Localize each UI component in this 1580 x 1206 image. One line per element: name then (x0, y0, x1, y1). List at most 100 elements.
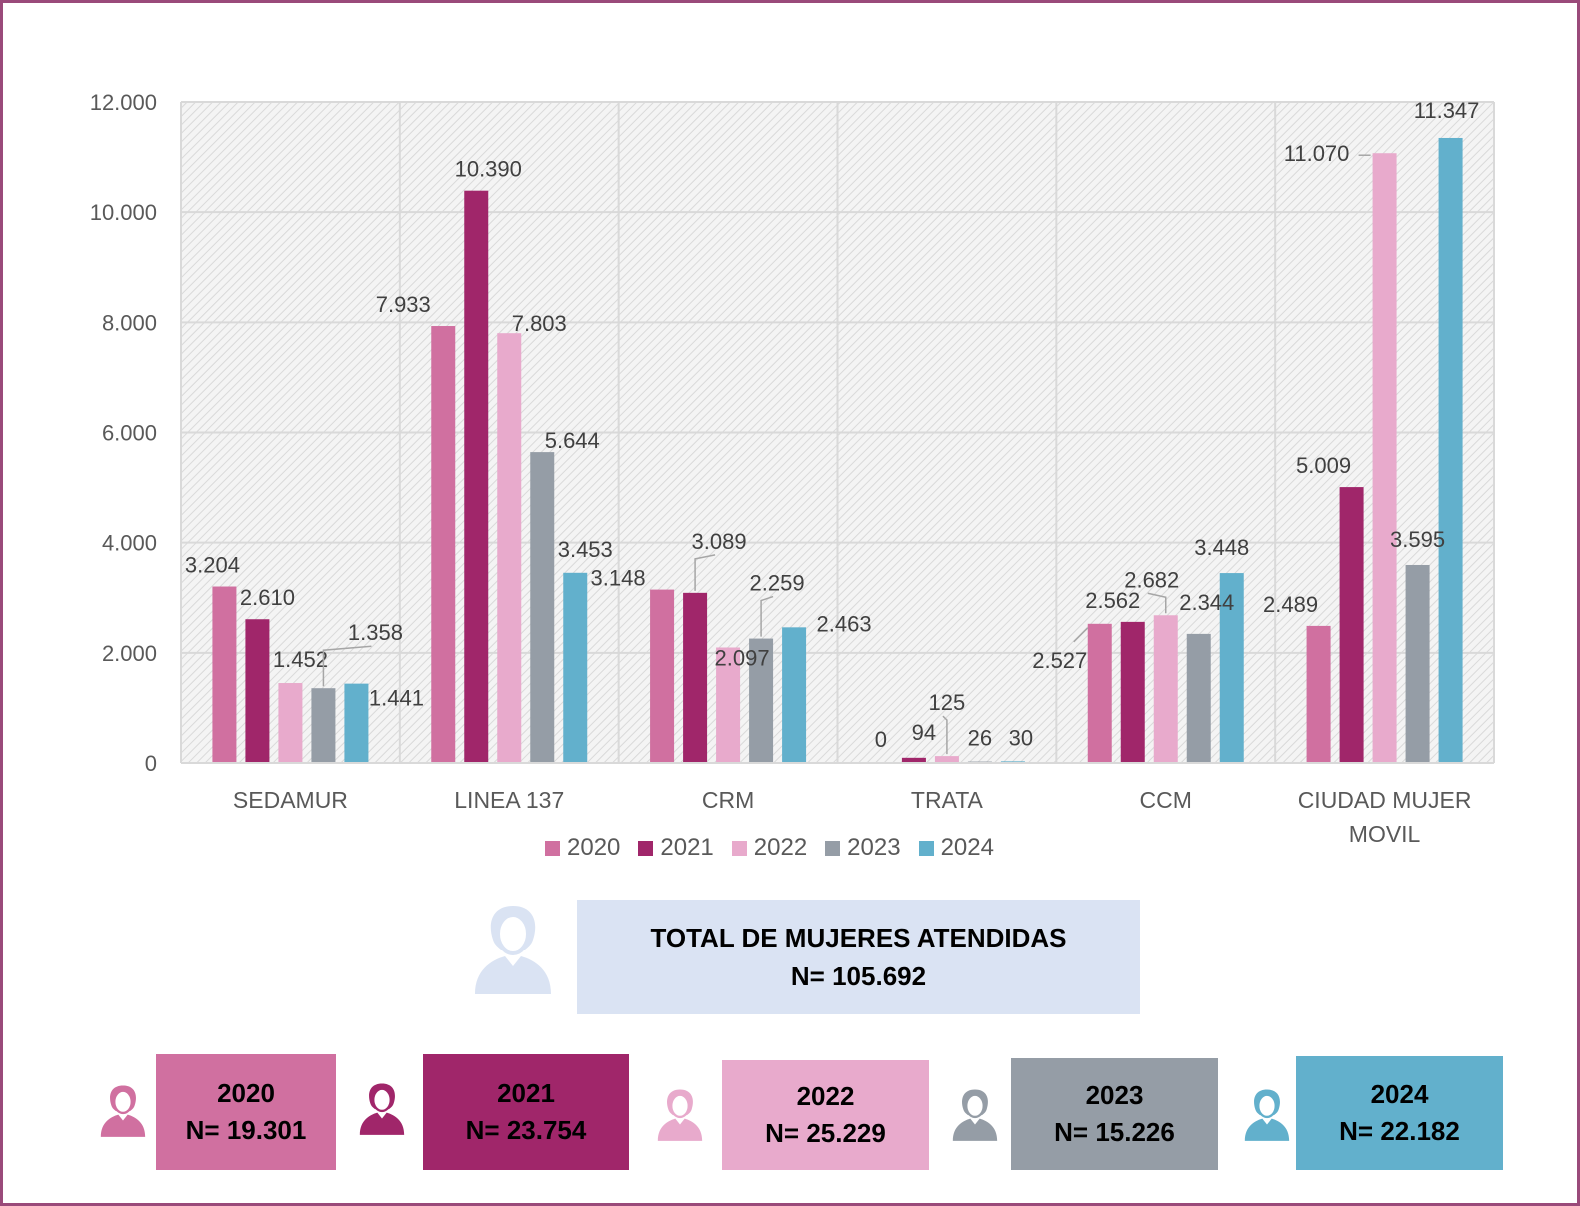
label-leader-line (1147, 592, 1167, 614)
data-label: 0 (875, 727, 887, 752)
bar-2023-4 (1186, 633, 1211, 763)
data-label: 11.347 (1414, 98, 1480, 123)
bar-2021-0 (245, 619, 270, 763)
legend-swatch-2022 (731, 840, 747, 856)
data-label: 2.489 (1263, 592, 1318, 617)
bar-2022-3 (934, 756, 959, 763)
data-label: 2.682 (1124, 567, 1179, 592)
y-tick-label: 10.000 (90, 200, 157, 225)
legend-item-2021: 2021 (638, 834, 714, 862)
y-tick-label: 4.000 (102, 531, 157, 556)
data-label: 125 (929, 690, 966, 715)
woman-icon (1244, 1089, 1290, 1141)
data-label: 1.452 (273, 647, 328, 672)
bar-2024-4 (1219, 573, 1244, 763)
year-label: 2023 (1085, 1080, 1144, 1110)
data-label: 1.358 (348, 620, 403, 645)
data-label: 2.097 (715, 645, 770, 670)
year-label: 2022 (796, 1081, 855, 1111)
x-tick-label: CCM (1140, 787, 1192, 813)
x-tick-label: MOVIL (1349, 821, 1421, 847)
y-tick-label: 8.000 (102, 310, 157, 335)
y-tick-label: 2.000 (102, 641, 157, 666)
bar-2022-4 (1153, 615, 1178, 763)
bar-2020-5 (1306, 625, 1331, 763)
data-label: 3.595 (1390, 527, 1445, 552)
year-value: N= 25.229 (765, 1118, 886, 1148)
y-tick-label: 6.000 (102, 421, 157, 446)
x-tick-label: TRATA (911, 787, 984, 813)
bar-2021-4 (1120, 621, 1145, 763)
x-tick-label: CRM (702, 787, 754, 813)
data-label: 26 (968, 726, 992, 751)
data-label: 3.448 (1194, 535, 1249, 560)
x-tick-label: SEDAMUR (233, 787, 348, 813)
bar-2023-2 (749, 638, 774, 763)
legend-label-2024: 2024 (940, 834, 994, 861)
legend-label-2020: 2020 (567, 834, 621, 861)
bar-2020-0 (212, 586, 237, 763)
data-label: 3.148 (591, 566, 646, 591)
data-label: 7.803 (512, 311, 567, 336)
woman-icon (359, 1083, 405, 1135)
bar-2022-5 (1372, 153, 1397, 764)
bar-2020-4 (1087, 623, 1112, 763)
chart-legend: 2020 2021 2022 2023 2024 (545, 834, 994, 862)
x-tick-label: CIUDAD MUJER (1298, 787, 1472, 813)
data-label: 2.259 (750, 571, 805, 596)
data-label: 2.610 (240, 585, 295, 610)
axes: 0 2.000 4.000 6.000 8.000 10.000 12.000 SEDAMUR… (90, 90, 1494, 847)
total-summary-box: TOTAL DE MUJERES ATENDIDAS N= 105.692 (577, 900, 1140, 1014)
bar-2023-0 (311, 688, 336, 763)
label-leader-line (942, 715, 948, 755)
year-box-2023: 2023 N= 15.226 (1011, 1058, 1218, 1170)
bar-2023-1 (530, 452, 555, 763)
bar-2024-5 (1438, 137, 1463, 763)
legend-swatch-2024 (918, 840, 934, 856)
data-label: 3.089 (692, 529, 747, 554)
year-value: N= 23.754 (465, 1115, 587, 1145)
bar-2021-3 (901, 757, 926, 763)
year-value: N= 22.182 (1339, 1116, 1460, 1146)
bar-2021-1 (464, 190, 489, 763)
legend-item-2024: 2024 (918, 834, 994, 862)
legend-label-2022: 2022 (753, 834, 808, 861)
data-label: 5.009 (1296, 453, 1351, 478)
y-tick-label: 12.000 (90, 90, 157, 115)
x-tick-label: LINEA 137 (454, 787, 564, 813)
legend-item-2020: 2020 (545, 834, 620, 862)
bar-2020-1 (431, 326, 456, 763)
year-value: N= 15.226 (1054, 1117, 1175, 1147)
data-label: 5.644 (545, 428, 600, 453)
label-leader-line (694, 554, 716, 591)
bar-2021-5 (1339, 487, 1364, 763)
legend-swatch-2020 (545, 840, 560, 856)
bar-2024-2 (782, 627, 807, 763)
gridlines (180, 101, 1495, 764)
bar-2024-1 (563, 572, 588, 763)
legend-label-2021: 2021 (660, 834, 714, 861)
total-value: N= 105.692 (790, 961, 927, 991)
bars (212, 137, 1463, 764)
data-label: 1.441 (369, 686, 424, 711)
bar-2024-0 (344, 683, 369, 763)
data-label: 30 (1009, 725, 1033, 750)
legend-item-2023: 2023 (825, 834, 901, 862)
bar-2021-2 (683, 592, 708, 763)
label-leader-line (322, 645, 372, 687)
data-label: 2.527 (1032, 648, 1087, 673)
bar-2022-0 (278, 683, 303, 763)
year-box-2021: 2021 N= 23.754 (423, 1054, 629, 1170)
year-label: 2021 (497, 1078, 555, 1108)
bar-2022-2 (716, 647, 741, 763)
legend-item-2022: 2022 (731, 834, 808, 862)
label-leader-line (760, 595, 774, 637)
legend-swatch-2021 (638, 840, 654, 856)
legend-swatch-2023 (825, 840, 841, 856)
data-label: 3.453 (558, 537, 613, 562)
data-label: 2.344 (1179, 590, 1234, 615)
data-label: 94 (912, 720, 936, 745)
data-label: 7.933 (376, 292, 431, 317)
